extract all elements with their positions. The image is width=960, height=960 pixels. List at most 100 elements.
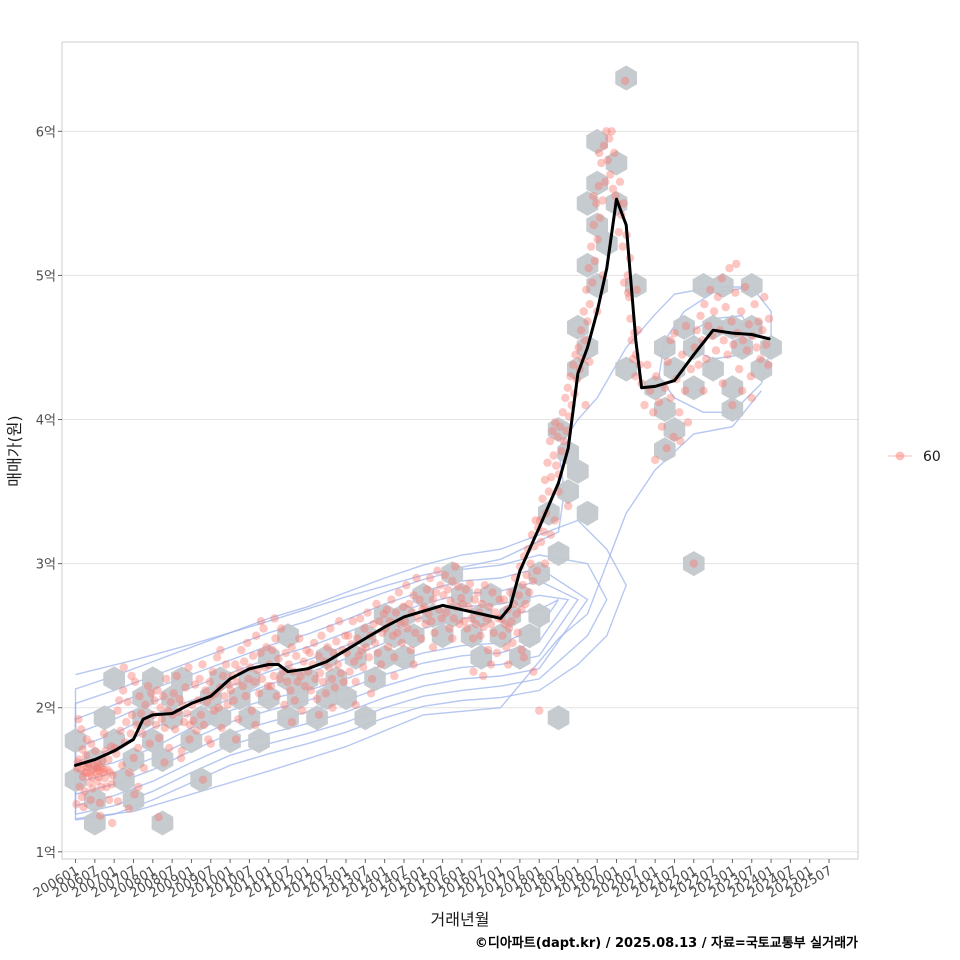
- data-point: [758, 326, 767, 335]
- data-point: [608, 184, 618, 194]
- data-point: [390, 671, 399, 681]
- hexbin: [731, 335, 753, 360]
- data-point: [394, 588, 403, 597]
- data-point: [433, 566, 442, 575]
- data-point: [198, 660, 207, 669]
- data-point: [654, 398, 664, 407]
- data-point: [78, 772, 88, 782]
- data-point: [361, 643, 371, 652]
- data-point: [318, 677, 328, 686]
- data-point: [709, 307, 719, 316]
- data-point: [476, 631, 485, 640]
- data-point: [83, 768, 93, 777]
- data-point: [719, 336, 728, 345]
- data-point: [431, 588, 441, 597]
- hexbin: [615, 65, 637, 91]
- data-point: [204, 735, 213, 744]
- data-point: [589, 220, 598, 230]
- data-point: [621, 76, 630, 86]
- data-point: [735, 364, 744, 374]
- data-point: [589, 192, 598, 201]
- hexbin: [480, 582, 502, 608]
- hexbin: [557, 479, 579, 505]
- data-point: [610, 148, 619, 158]
- hexbin: [209, 666, 232, 692]
- data-point: [327, 674, 337, 684]
- data-point: [341, 631, 350, 640]
- data-point: [713, 292, 723, 302]
- data-point: [94, 772, 104, 782]
- data-point: [154, 733, 164, 743]
- data-point: [125, 768, 134, 777]
- data-point: [284, 660, 293, 669]
- data-point: [147, 689, 156, 698]
- data-point: [165, 743, 174, 753]
- data-point: [314, 710, 324, 720]
- data-point: [130, 677, 140, 686]
- data-point: [247, 706, 256, 715]
- data-point: [254, 689, 264, 698]
- hexbin: [615, 356, 637, 382]
- data-point: [117, 761, 127, 770]
- data-point: [546, 530, 555, 539]
- data-point: [355, 614, 365, 623]
- data-point: [85, 769, 95, 779]
- data-point: [525, 588, 534, 597]
- data-point: [557, 447, 566, 456]
- data-point: [312, 694, 322, 704]
- data-point: [514, 591, 524, 600]
- hexbin: [683, 375, 705, 401]
- data-point: [451, 562, 460, 571]
- hexbin: [151, 747, 174, 773]
- data-point: [485, 602, 494, 611]
- data-point: [424, 609, 433, 619]
- data-point: [738, 336, 748, 345]
- data-point: [762, 340, 771, 349]
- data-point: [83, 762, 92, 771]
- data-point: [99, 765, 108, 774]
- hexbin: [373, 603, 396, 628]
- data-point: [585, 300, 594, 309]
- data-point: [744, 320, 753, 329]
- data-point: [80, 787, 90, 796]
- data-point: [422, 585, 432, 594]
- data-point: [229, 696, 238, 705]
- data-point: [96, 811, 105, 820]
- data-point: [397, 638, 406, 648]
- data-point: [359, 663, 368, 672]
- data-point: [550, 516, 559, 525]
- data-point: [351, 677, 360, 686]
- data-point: [725, 264, 734, 273]
- trend-line: [74, 197, 771, 767]
- data-point: [138, 729, 147, 738]
- data-point: [628, 354, 638, 364]
- data-point: [89, 761, 99, 770]
- data-point: [723, 350, 732, 359]
- data-point: [740, 282, 750, 292]
- data-point: [119, 663, 128, 672]
- data-point: [387, 595, 396, 604]
- data-point: [669, 432, 678, 441]
- data-point: [666, 336, 675, 345]
- data-point: [272, 692, 281, 701]
- y-tick-label: 5억: [36, 269, 56, 284]
- hexbin: [373, 644, 396, 670]
- data-point: [240, 657, 249, 666]
- hexbin: [238, 705, 261, 731]
- data-point: [721, 302, 730, 312]
- data-point: [507, 617, 516, 626]
- data-point: [257, 674, 267, 684]
- hexbin: [528, 561, 550, 587]
- data-point: [553, 432, 562, 441]
- data-point: [746, 372, 755, 381]
- data-point: [480, 581, 490, 590]
- hexbin: [567, 458, 589, 484]
- data-point: [205, 677, 214, 686]
- data-point: [603, 156, 612, 165]
- data-point: [363, 608, 372, 617]
- data-point: [184, 663, 193, 672]
- data-point: [102, 782, 111, 792]
- x-axis: 2006012006072007012007072008012008072009…: [31, 859, 835, 901]
- hexbin: [586, 170, 608, 196]
- data-point: [594, 148, 604, 158]
